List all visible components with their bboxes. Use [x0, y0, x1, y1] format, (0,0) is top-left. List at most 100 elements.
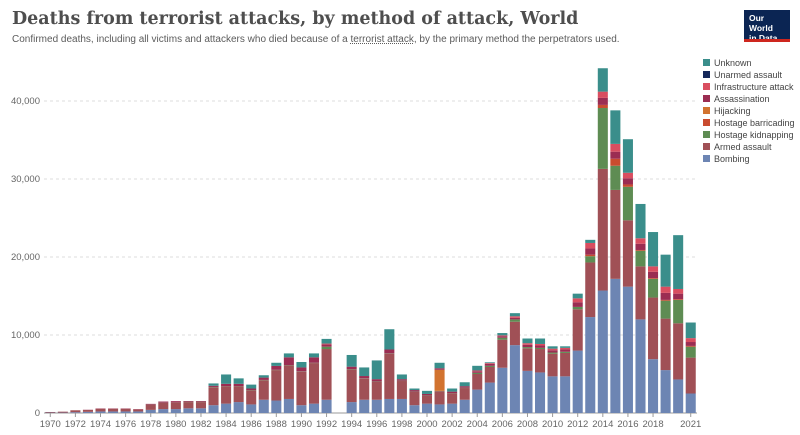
- bar-segment[interactable]: [622, 186, 633, 221]
- bar-segment[interactable]: [133, 411, 144, 413]
- legend-swatch[interactable]: [703, 131, 710, 138]
- bar-segment[interactable]: [472, 372, 483, 374]
- bar-segment[interactable]: [195, 400, 206, 402]
- bar-segment[interactable]: [384, 329, 395, 350]
- bar-segment[interactable]: [434, 391, 445, 405]
- bar-segment[interactable]: [509, 321, 520, 346]
- legend-swatch[interactable]: [703, 83, 710, 90]
- bar-segment[interactable]: [685, 338, 696, 343]
- bar-segment[interactable]: [258, 380, 269, 400]
- bar-segment[interactable]: [434, 369, 445, 391]
- bar-segment[interactable]: [359, 378, 370, 400]
- legend-label[interactable]: Infrastructure attack: [714, 82, 794, 92]
- bar-segment[interactable]: [271, 365, 282, 370]
- bar-segment[interactable]: [648, 278, 659, 298]
- bar-segment[interactable]: [522, 370, 533, 413]
- bar-segment[interactable]: [371, 381, 382, 400]
- bar-segment[interactable]: [585, 256, 596, 263]
- bar-segment[interactable]: [572, 309, 583, 351]
- owid-logo[interactable]: Our World in Data: [744, 10, 790, 43]
- bar-segment[interactable]: [371, 379, 382, 382]
- bar-segment[interactable]: [409, 405, 420, 413]
- bar-segment[interactable]: [459, 399, 470, 413]
- bar-segment[interactable]: [648, 271, 659, 279]
- bar-segment[interactable]: [673, 323, 684, 380]
- legend-swatch[interactable]: [703, 59, 710, 66]
- bar-segment[interactable]: [572, 302, 583, 307]
- bar-segment[interactable]: [459, 386, 470, 388]
- bar-segment[interactable]: [346, 366, 357, 370]
- bar-segment[interactable]: [145, 409, 156, 413]
- bar-segment[interactable]: [246, 404, 257, 413]
- bar-segment[interactable]: [547, 350, 558, 353]
- bar-segment[interactable]: [258, 375, 269, 378]
- bar-segment[interactable]: [371, 360, 382, 380]
- bar-segment[interactable]: [396, 398, 407, 413]
- bar-segment[interactable]: [359, 376, 370, 379]
- bar-segment[interactable]: [497, 333, 508, 336]
- bar-segment[interactable]: [685, 345, 696, 347]
- bar-segment[interactable]: [522, 343, 533, 345]
- bar-segment[interactable]: [183, 400, 194, 402]
- bar-segment[interactable]: [484, 382, 495, 413]
- bar-segment[interactable]: [572, 293, 583, 299]
- bar-segment[interactable]: [535, 345, 546, 348]
- bar-segment[interactable]: [447, 393, 458, 404]
- bar-segment[interactable]: [610, 151, 621, 159]
- bar-segment[interactable]: [145, 403, 156, 405]
- bar-segment[interactable]: [95, 408, 106, 412]
- bar-segment[interactable]: [233, 378, 244, 384]
- bar-segment[interactable]: [635, 249, 646, 251]
- bar-segment[interactable]: [409, 390, 420, 392]
- bar-segment[interactable]: [447, 391, 458, 394]
- bar-segment[interactable]: [246, 388, 257, 391]
- bar-segment[interactable]: [547, 353, 558, 377]
- bar-segment[interactable]: [673, 235, 684, 289]
- bar-segment[interactable]: [208, 405, 219, 413]
- bar-segment[interactable]: [346, 402, 357, 413]
- bar-segment[interactable]: [660, 370, 671, 413]
- bar-segment[interactable]: [346, 369, 357, 403]
- bar-segment[interactable]: [296, 367, 307, 372]
- bar-segment[interactable]: [183, 408, 194, 413]
- bar-segment[interactable]: [82, 409, 93, 412]
- bar-segment[interactable]: [635, 203, 646, 239]
- bar-segment[interactable]: [572, 298, 583, 303]
- bar-segment[interactable]: [221, 374, 232, 384]
- bar-segment[interactable]: [497, 335, 508, 337]
- legend-swatch[interactable]: [703, 143, 710, 150]
- bar-segment[interactable]: [484, 365, 495, 367]
- bar-segment[interactable]: [673, 293, 684, 300]
- bar-segment[interactable]: [258, 377, 269, 380]
- bar-segment[interactable]: [283, 357, 294, 366]
- bar-segment[interactable]: [384, 353, 395, 399]
- bar-segment[interactable]: [585, 239, 596, 243]
- bar-segment[interactable]: [484, 366, 495, 383]
- bar-segment[interactable]: [635, 319, 646, 413]
- bar-segment[interactable]: [221, 386, 232, 404]
- bar-segment[interactable]: [321, 343, 332, 345]
- bar-segment[interactable]: [296, 361, 307, 368]
- bar-segment[interactable]: [384, 398, 395, 413]
- bar-segment[interactable]: [660, 300, 671, 319]
- bar-segment[interactable]: [133, 409, 144, 412]
- legend-swatch[interactable]: [703, 95, 710, 102]
- bar-segment[interactable]: [296, 405, 307, 413]
- bar-segment[interactable]: [497, 339, 508, 368]
- bar-segment[interactable]: [409, 388, 420, 391]
- bar-segment[interactable]: [459, 388, 470, 400]
- bar-segment[interactable]: [484, 363, 495, 366]
- bar-segment[interactable]: [673, 288, 684, 294]
- bar-segment[interactable]: [535, 343, 546, 346]
- bar-segment[interactable]: [108, 408, 119, 412]
- bar-segment[interactable]: [560, 376, 571, 413]
- bar-segment[interactable]: [585, 254, 596, 257]
- bar-segment[interactable]: [283, 365, 294, 399]
- bar-segment[interactable]: [522, 344, 533, 348]
- bar-segment[interactable]: [472, 365, 483, 371]
- bar-segment[interactable]: [522, 348, 533, 371]
- bar-segment[interactable]: [359, 367, 370, 377]
- bar-segment[interactable]: [509, 317, 520, 320]
- bar-segment[interactable]: [246, 390, 257, 405]
- bar-segment[interactable]: [610, 143, 621, 152]
